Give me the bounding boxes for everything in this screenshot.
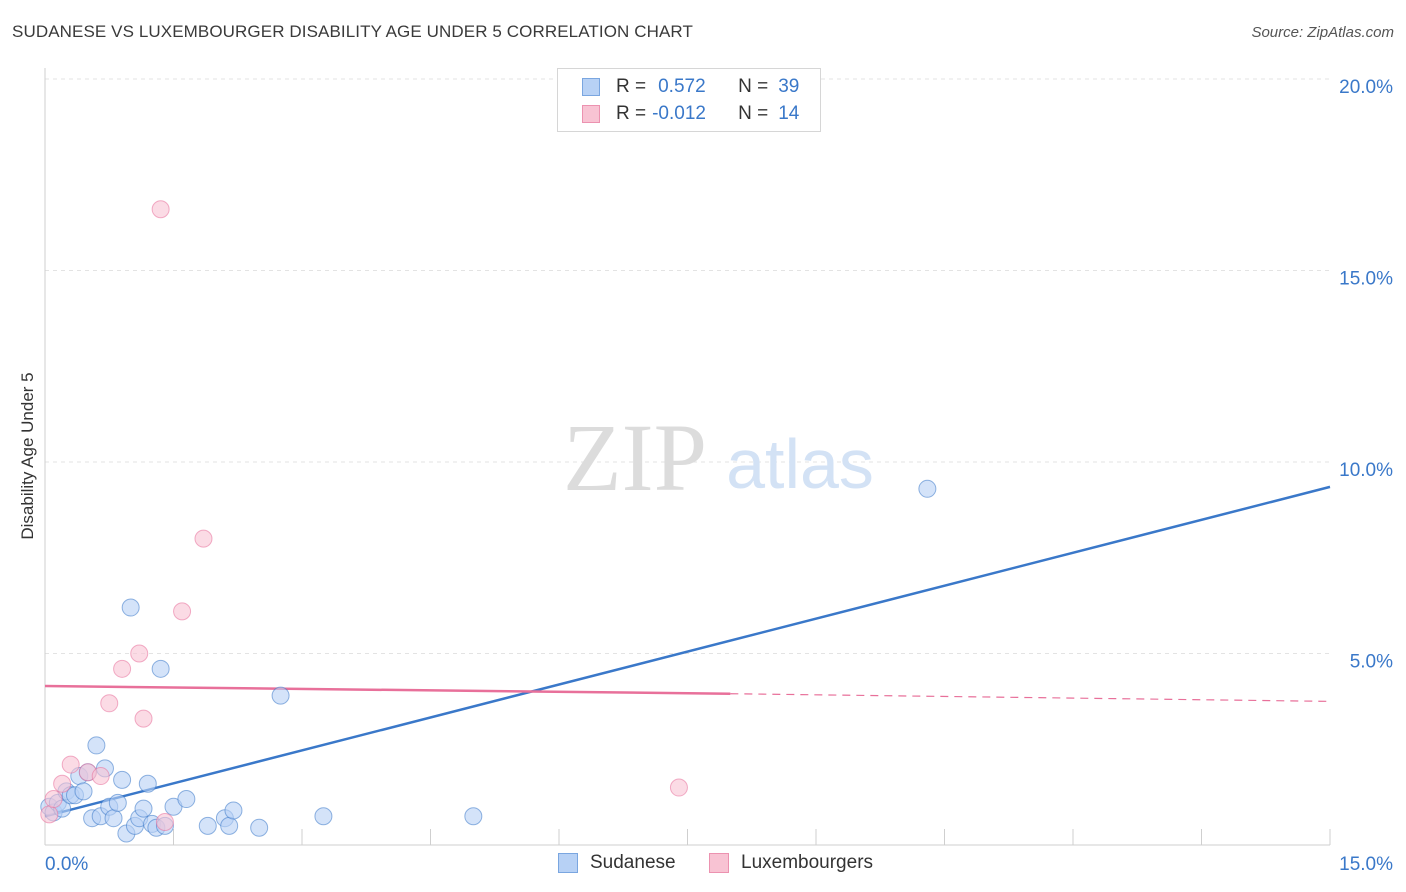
legend-label: Luxembourgers — [741, 852, 874, 873]
sudanese-point — [121, 598, 140, 617]
sudanese-point — [151, 659, 170, 678]
sudanese-point — [918, 479, 937, 498]
luxembourgers-point — [61, 755, 80, 774]
r-value: 0.572 — [658, 76, 706, 97]
sudanese-point — [314, 807, 333, 826]
legend-row-luxembourgers: R = -0.012 N = 14 — [582, 102, 800, 126]
n-label: N = — [738, 103, 769, 124]
gridlines — [45, 78, 1330, 654]
luxembourgers-trend-line — [44, 684, 731, 695]
sudanese-trend-line — [44, 485, 1331, 818]
sudanese-point — [87, 736, 106, 755]
series-legend: Sudanese Luxembourgers — [0, 852, 1406, 878]
y-tick-label: 5.0% — [1350, 652, 1393, 673]
luxembourgers-point — [40, 805, 59, 824]
sudanese-point — [224, 801, 243, 820]
n-value: 39 — [778, 76, 800, 97]
sudanese-point — [250, 818, 269, 837]
luxembourgers-point — [91, 767, 110, 786]
sudanese-point — [464, 807, 483, 826]
n-label: N = — [738, 76, 769, 97]
sudanese-point — [198, 816, 217, 835]
x-tick-label: 15.0% — [1339, 854, 1393, 875]
chart-title: SUDANESE VS LUXEMBOURGER DISABILITY AGE … — [12, 22, 693, 41]
sudanese-swatch — [558, 853, 578, 873]
sudanese-point — [177, 790, 196, 809]
luxembourgers-point — [134, 709, 153, 728]
sudanese-point — [104, 809, 123, 828]
sudanese-swatch — [582, 78, 600, 96]
legend-item-luxembourgers: Luxembourgers — [709, 852, 873, 874]
n-value: 14 — [778, 103, 800, 124]
sudanese-point — [271, 686, 290, 705]
luxembourgers-point — [669, 778, 688, 797]
luxembourgers-swatch — [582, 105, 600, 123]
legend-label: Sudanese — [590, 852, 676, 873]
sudanese-point — [108, 793, 127, 812]
sudanese-point — [113, 770, 132, 789]
luxembourgers-point — [194, 529, 213, 548]
luxembourgers-point — [44, 790, 63, 809]
axes — [44, 68, 1331, 846]
luxembourgers-point — [155, 813, 174, 832]
watermark-zip: ZIP — [563, 404, 707, 511]
tick-labels: 5.0% 10.0% 15.0% 20.0% 0.0% 15.0% — [45, 77, 1393, 875]
correlation-legend: R = 0.572 N = 39 R = -0.012 N = 14 — [557, 68, 821, 132]
luxembourgers-trend-extension — [730, 693, 1331, 702]
r-label: R = — [616, 76, 647, 97]
y-tick-label: 15.0% — [1339, 269, 1393, 290]
sudanese-point — [220, 816, 239, 835]
data-points — [40, 200, 937, 843]
sudanese-point — [138, 774, 157, 793]
trend-lines — [44, 485, 1331, 818]
luxembourgers-point — [100, 694, 119, 713]
watermark-atlas: atlas — [726, 425, 874, 503]
y-tick-label: 10.0% — [1339, 460, 1393, 481]
sudanese-point — [134, 799, 153, 818]
luxembourgers-swatch — [709, 853, 729, 873]
luxembourgers-point — [113, 659, 132, 678]
luxembourgers-point — [151, 200, 170, 219]
r-value: -0.012 — [652, 103, 706, 124]
y-tick-label: 20.0% — [1339, 77, 1393, 98]
luxembourgers-point — [173, 602, 192, 621]
x-tick-label: 0.0% — [45, 854, 88, 875]
source-label: Source: ZipAtlas.com — [1251, 24, 1394, 41]
luxembourgers-point — [53, 774, 72, 793]
sudanese-point — [74, 782, 93, 801]
r-label: R = — [616, 103, 647, 124]
legend-row-sudanese: R = 0.572 N = 39 — [582, 75, 800, 99]
luxembourgers-point — [130, 644, 149, 663]
y-axis-label: Disability Age Under 5 — [18, 372, 37, 539]
legend-item-sudanese: Sudanese — [558, 852, 676, 874]
